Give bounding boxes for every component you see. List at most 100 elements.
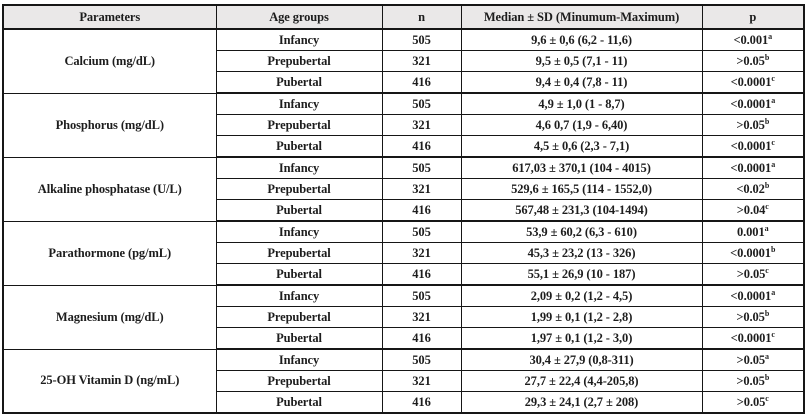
p-value: 0.001 bbox=[736, 224, 765, 239]
n-cell: 321 bbox=[381, 50, 462, 72]
p-value: <0.0001 bbox=[730, 160, 772, 175]
p-value: <0.0001 bbox=[730, 96, 772, 111]
p-value-cell: <0.0001a bbox=[701, 92, 805, 115]
table-header: Parameters Age groups n Median ± SD (Min… bbox=[2, 4, 805, 30]
p-value-cell: 0.001a bbox=[701, 220, 805, 243]
parameter-cell-calcium: Calcium (mg/dL) bbox=[2, 28, 217, 94]
p-superscript: b bbox=[770, 244, 776, 254]
p-superscript: c bbox=[765, 265, 769, 275]
age-group-cell: Infancy bbox=[215, 348, 383, 371]
age-group-cell: Pubertal bbox=[215, 135, 383, 158]
n-cell: 416 bbox=[381, 71, 462, 94]
p-value: >0.05 bbox=[736, 53, 765, 68]
table-row: Pubertal 416 1,97 ± 0,1 (1,2 - 3,0) <0.0… bbox=[3, 327, 805, 350]
age-group-cell: Prepubertal bbox=[215, 114, 383, 136]
n-cell: 505 bbox=[381, 220, 462, 243]
age-group-cell: Infancy bbox=[215, 284, 383, 307]
p-value: <0.001 bbox=[733, 32, 769, 47]
parameter-cell-parathormone: Parathormone (pg/mL) bbox=[2, 220, 217, 286]
table-row: Prepubertal 321 529,6 ± 165,5 (114 - 155… bbox=[3, 178, 805, 200]
age-group-cell: Prepubertal bbox=[215, 178, 383, 200]
median-sd-cell: 4,5 ± 0,6 (2,3 - 7,1) bbox=[460, 135, 703, 158]
table-row: Prepubertal 321 27,7 ± 22,4 (4,4-205,8) … bbox=[3, 370, 805, 392]
table-row: Parathormone (pg/mL) Infancy 505 53,9 ± … bbox=[2, 220, 805, 286]
p-value-cell: <0.0001c bbox=[701, 71, 805, 94]
age-group-cell: Pubertal bbox=[215, 391, 383, 414]
p-value-cell: >0.05b bbox=[701, 370, 805, 392]
p-superscript: b bbox=[764, 180, 770, 190]
age-group-cell: Prepubertal bbox=[215, 50, 383, 72]
p-value: >0.05 bbox=[736, 394, 766, 409]
p-value: <0.0001 bbox=[730, 245, 771, 260]
col-header-n: n bbox=[381, 4, 462, 30]
age-group-cell: Pubertal bbox=[215, 327, 383, 350]
p-superscript: b bbox=[764, 308, 770, 318]
p-value: <0.0001 bbox=[730, 288, 772, 303]
median-sd-cell: 30,4 ± 27,9 (0,8-311) bbox=[460, 348, 703, 371]
median-sd-cell: 529,6 ± 165,5 (114 - 1552,0) bbox=[460, 178, 703, 200]
n-cell: 321 bbox=[381, 114, 462, 136]
median-sd-cell: 4,6 0,7 (1,9 - 6,40) bbox=[460, 114, 703, 136]
median-sd-cell: 4,9 ± 1,0 (1 - 8,7) bbox=[460, 92, 703, 115]
table-row: Phosphorus (mg/dL) Infancy 505 4,9 ± 1,0… bbox=[2, 92, 805, 158]
p-superscript: a bbox=[764, 223, 769, 233]
p-superscript: a bbox=[771, 159, 776, 169]
n-cell: 416 bbox=[381, 263, 462, 286]
p-superscript: b bbox=[764, 52, 770, 62]
p-superscript: a bbox=[768, 31, 773, 41]
p-superscript: c bbox=[765, 201, 769, 211]
p-value-cell: >0.04c bbox=[701, 199, 805, 222]
median-sd-cell: 9,5 ± 0,5 (7,1 - 11) bbox=[460, 50, 703, 72]
p-value: >0.05 bbox=[736, 309, 765, 324]
age-group-cell: Infancy bbox=[215, 220, 383, 243]
median-sd-cell: 29,3 ± 24,1 (2,7 ± 208) bbox=[460, 391, 703, 414]
header-row: Parameters Age groups n Median ± SD (Min… bbox=[2, 4, 805, 30]
table-row: 25-OH Vitamin D (ng/mL) Infancy 505 30,4… bbox=[2, 348, 805, 414]
age-group-cell: Infancy bbox=[215, 28, 383, 51]
parameter-cell-magnesium: Magnesium (mg/dL) bbox=[2, 284, 217, 350]
table-row: Prepubertal 321 4,6 0,7 (1,9 - 6,40) >0.… bbox=[3, 114, 805, 136]
p-value-cell: >0.05b bbox=[701, 306, 805, 328]
p-value: >0.05 bbox=[736, 117, 765, 132]
p-superscript: b bbox=[764, 372, 770, 382]
parameter-cell-phosphorus: Phosphorus (mg/dL) bbox=[2, 92, 217, 158]
table-row: Magnesium (mg/dL) Infancy 505 2,09 ± 0,2… bbox=[2, 284, 805, 350]
n-cell: 416 bbox=[381, 327, 462, 350]
median-sd-cell: 27,7 ± 22,4 (4,4-205,8) bbox=[460, 370, 703, 392]
table-row: Prepubertal 321 1,99 ± 0,1 (1,2 - 2,8) >… bbox=[3, 306, 805, 328]
median-sd-cell: 9,6 ± 0,6 (6,2 - 11,6) bbox=[460, 28, 703, 51]
age-group-cell: Prepubertal bbox=[215, 242, 383, 264]
age-group-cell: Pubertal bbox=[215, 71, 383, 94]
n-cell: 321 bbox=[381, 306, 462, 328]
median-sd-cell: 617,03 ± 370,1 (104 - 4015) bbox=[460, 156, 703, 179]
p-value-cell: >0.05b bbox=[701, 50, 805, 72]
p-value-cell: <0.0001b bbox=[701, 242, 805, 264]
p-superscript: a bbox=[771, 287, 776, 297]
p-superscript: c bbox=[771, 137, 775, 147]
p-value: <0.02 bbox=[736, 181, 765, 196]
p-value-cell: <0.02b bbox=[701, 178, 805, 200]
p-value: >0.05 bbox=[736, 352, 766, 367]
p-value: >0.04 bbox=[736, 202, 766, 217]
col-header-median-sd: Median ± SD (Minumum-Maximum) bbox=[460, 4, 703, 30]
age-group-cell: Pubertal bbox=[215, 263, 383, 286]
median-sd-cell: 2,09 ± 0,2 (1,2 - 4,5) bbox=[460, 284, 703, 307]
median-sd-cell: 1,97 ± 0,1 (1,2 - 3,0) bbox=[460, 327, 703, 350]
n-cell: 416 bbox=[381, 391, 462, 414]
p-value: <0.0001 bbox=[730, 138, 772, 153]
p-value-cell: <0.0001c bbox=[701, 327, 805, 350]
age-group-cell: Prepubertal bbox=[215, 306, 383, 328]
p-superscript: a bbox=[765, 351, 769, 361]
table-row: Calcium (mg/dL) Infancy 505 9,6 ± 0,6 (6… bbox=[2, 28, 805, 94]
table-row: Pubertal 416 4,5 ± 0,6 (2,3 - 7,1) <0.00… bbox=[3, 135, 805, 158]
median-sd-cell: 45,3 ± 23,2 (13 - 326) bbox=[460, 242, 703, 264]
median-sd-cell: 1,99 ± 0,1 (1,2 - 2,8) bbox=[460, 306, 703, 328]
age-group-cell: Infancy bbox=[215, 92, 383, 115]
n-cell: 321 bbox=[381, 178, 462, 200]
table-row: Pubertal 416 29,3 ± 24,1 (2,7 ± 208) >0.… bbox=[3, 391, 805, 414]
median-sd-cell: 55,1 ± 26,9 (10 - 187) bbox=[460, 263, 703, 286]
p-value: <0.0001 bbox=[730, 74, 772, 89]
statistics-table-container: Parameters Age groups n Median ± SD (Min… bbox=[2, 4, 805, 414]
p-superscript: c bbox=[771, 73, 775, 83]
n-cell: 416 bbox=[381, 199, 462, 222]
